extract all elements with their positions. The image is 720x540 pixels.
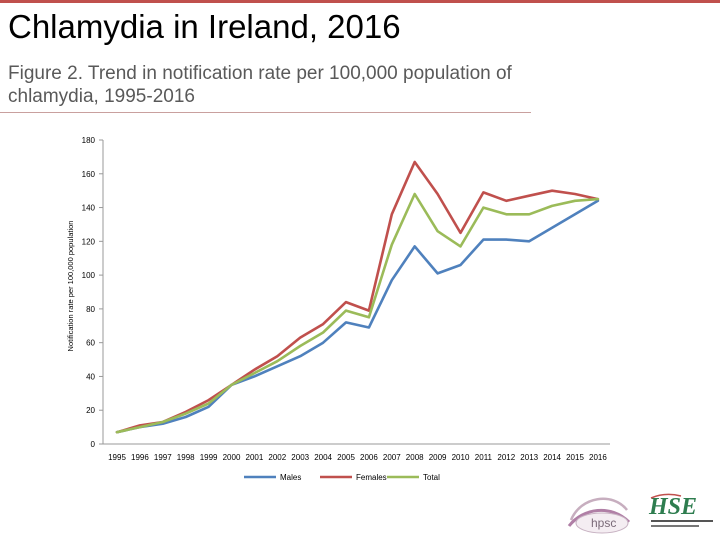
series-line-females <box>115 160 600 434</box>
x-tick-label: 2002 <box>268 453 286 462</box>
y-tick-label: 80 <box>86 305 95 314</box>
x-tick-label: 2010 <box>452 453 470 462</box>
x-tick-label: 2005 <box>337 453 355 462</box>
x-tick-label: 2001 <box>246 453 264 462</box>
x-tick-label: 1998 <box>177 453 195 462</box>
x-tick-label: 1999 <box>200 453 218 462</box>
y-tick-label: 120 <box>82 237 96 246</box>
slide-title: Chlamydia in Ireland, 2016 <box>8 8 401 45</box>
x-tick-label: 2009 <box>429 453 447 462</box>
figure-caption: Figure 2. Trend in notification rate per… <box>8 63 512 107</box>
legend-label: Females <box>356 473 387 482</box>
y-tick-label: 180 <box>82 136 96 145</box>
x-tick-label: 2007 <box>383 453 401 462</box>
y-tick-label: 40 <box>86 372 95 381</box>
y-tick-label: 60 <box>86 339 95 348</box>
chart-series <box>115 160 600 434</box>
svg-text:HSE: HSE <box>648 494 697 520</box>
y-tick-label: 100 <box>82 271 96 280</box>
series-line-total <box>115 192 600 434</box>
caption-divider <box>0 112 531 113</box>
y-tick-label: 140 <box>82 204 96 213</box>
x-tick-label: 2016 <box>589 453 607 462</box>
y-tick-label: 160 <box>82 170 96 179</box>
x-tick-label: 2000 <box>223 453 241 462</box>
x-tick-label: 1997 <box>154 453 172 462</box>
x-tick-label: 1996 <box>131 453 149 462</box>
x-tick-label: 2014 <box>543 453 561 462</box>
hpsc-logo: hpsc <box>567 497 631 534</box>
x-tick-label: 2011 <box>475 453 493 462</box>
series-line-males <box>115 199 600 434</box>
hse-logo: HSE <box>648 493 713 527</box>
x-tick-label: 2013 <box>520 453 538 462</box>
x-tick-label: 2004 <box>314 453 332 462</box>
x-tick-label: 2008 <box>406 453 424 462</box>
y-axis-label: Notification rate per 100,000 population <box>66 221 75 352</box>
chart-axes: 0 20 40 60 80 100 120 140 160 180 1995 1996 1997 1998… <box>82 136 610 462</box>
x-tick-label: 2015 <box>566 453 584 462</box>
y-tick-label: 0 <box>91 440 96 449</box>
top-accent-rule <box>0 0 720 3</box>
x-tick-label: 2012 <box>497 453 515 462</box>
svg-text:hpsc: hpsc <box>591 516 616 530</box>
y-tick-label: 20 <box>86 406 95 415</box>
chart-legend: Males Females Total <box>244 473 440 482</box>
legend-label: Males <box>280 473 301 482</box>
legend-label: Total <box>423 473 440 482</box>
x-tick-label: 1995 <box>108 453 126 462</box>
x-tick-label: 2003 <box>291 453 309 462</box>
x-tick-label: 2006 <box>360 453 378 462</box>
